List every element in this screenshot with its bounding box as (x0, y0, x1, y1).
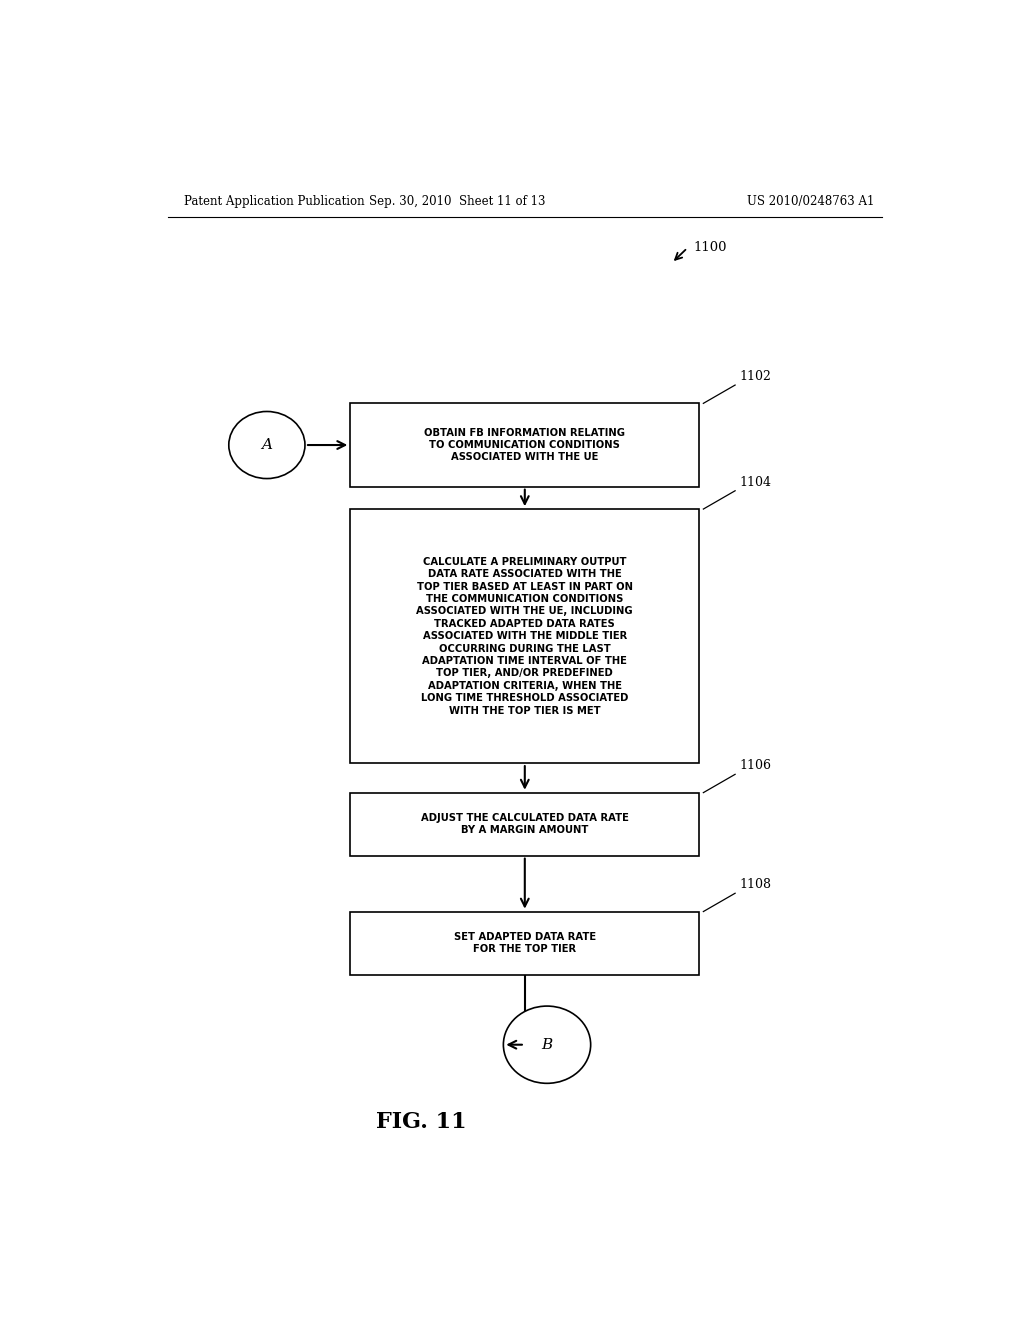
Ellipse shape (228, 412, 305, 479)
FancyBboxPatch shape (350, 404, 699, 487)
Text: B: B (542, 1038, 553, 1052)
FancyBboxPatch shape (350, 510, 699, 763)
Text: Sep. 30, 2010  Sheet 11 of 13: Sep. 30, 2010 Sheet 11 of 13 (369, 194, 546, 207)
Text: SET ADAPTED DATA RATE
FOR THE TOP TIER: SET ADAPTED DATA RATE FOR THE TOP TIER (454, 932, 596, 954)
Text: 1100: 1100 (693, 242, 727, 255)
Text: A: A (261, 438, 272, 451)
Text: CALCULATE A PRELIMINARY OUTPUT
DATA RATE ASSOCIATED WITH THE
TOP TIER BASED AT L: CALCULATE A PRELIMINARY OUTPUT DATA RATE… (417, 557, 633, 715)
FancyBboxPatch shape (350, 792, 699, 855)
Ellipse shape (504, 1006, 591, 1084)
Text: FIG. 11: FIG. 11 (376, 1111, 467, 1133)
Text: US 2010/0248763 A1: US 2010/0248763 A1 (748, 194, 874, 207)
Text: 1104: 1104 (739, 475, 771, 488)
Text: Patent Application Publication: Patent Application Publication (183, 194, 365, 207)
Text: 1102: 1102 (739, 370, 771, 383)
Text: 1108: 1108 (739, 878, 771, 891)
Text: OBTAIN FB INFORMATION RELATING
TO COMMUNICATION CONDITIONS
ASSOCIATED WITH THE U: OBTAIN FB INFORMATION RELATING TO COMMUN… (424, 428, 626, 462)
Text: ADJUST THE CALCULATED DATA RATE
BY A MARGIN AMOUNT: ADJUST THE CALCULATED DATA RATE BY A MAR… (421, 813, 629, 836)
FancyBboxPatch shape (350, 912, 699, 974)
Text: 1106: 1106 (739, 759, 771, 772)
